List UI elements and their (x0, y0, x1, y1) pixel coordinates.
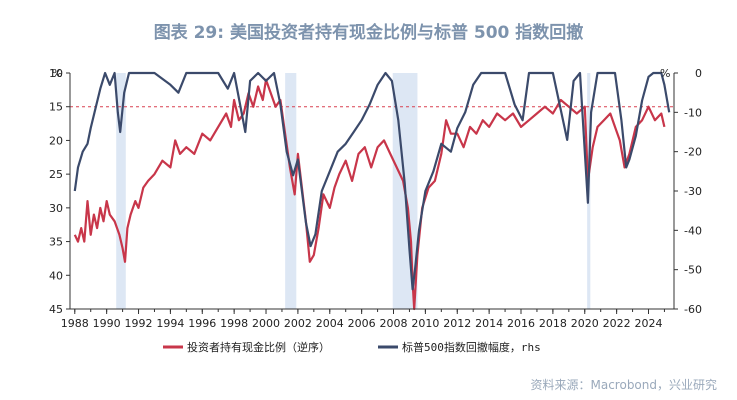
right-tick-label: -30 (684, 185, 702, 198)
left-axis-unit-label: % (52, 67, 62, 80)
right-axis-unit-label: % (660, 67, 670, 80)
series-layer (73, 71, 671, 311)
left-tick-label: 30 (49, 202, 63, 215)
left-tick-label: 45 (49, 303, 63, 316)
x-tick-label: 1988 (61, 317, 89, 330)
right-tick-label: 0 (695, 67, 702, 80)
right-tick-label: -50 (684, 264, 702, 277)
series-line-cash-ratio (73, 78, 666, 311)
x-tick-label: 2022 (603, 317, 631, 330)
x-tick-label: 1990 (93, 317, 121, 330)
right-tick-label: -20 (684, 146, 702, 159)
right-tick-label: -10 (684, 106, 702, 119)
series-line-drawdown (73, 71, 671, 291)
legend: 投资者持有现金比例（逆序） 标普500指数回撤幅度，rhs (163, 340, 541, 354)
left-tick-label: 35 (49, 236, 63, 249)
source-note: 资料来源：Macrobond，兴业研究 (530, 378, 718, 392)
left-tick-label: 15 (49, 101, 63, 114)
x-tick-label: 1992 (125, 317, 153, 330)
x-tick-label: 2008 (380, 317, 408, 330)
x-tick-label: 2016 (507, 317, 535, 330)
left-axis-ticks: 10 15 20 25 30 35 40 45 (49, 67, 70, 316)
x-tick-label: 2004 (316, 317, 344, 330)
right-tick-label: -60 (684, 303, 702, 316)
left-tick-label: 40 (49, 269, 63, 282)
x-tick-label: 1996 (188, 317, 216, 330)
recession-bands (116, 73, 591, 309)
x-tick-label: 1994 (156, 317, 184, 330)
x-tick-label: 1998 (220, 317, 248, 330)
x-tick-label: 2010 (411, 317, 439, 330)
recession-band-1 (285, 73, 297, 309)
x-tick-label: 2014 (475, 317, 503, 330)
legend-label-drawdown: 标普500指数回撤幅度，rhs (402, 340, 541, 354)
x-tick-label: 2000 (252, 317, 280, 330)
left-tick-label: 10 (49, 67, 63, 80)
chart-title: 图表 29: 美国投资者持有现金比例与标普 500 指数回撤 (153, 23, 584, 43)
x-tick-label: 2012 (443, 317, 471, 330)
recession-band-0 (116, 73, 126, 309)
legend-label-cash-ratio: 投资者持有现金比例（逆序） (187, 340, 330, 354)
x-tick-label: 2024 (635, 317, 663, 330)
x-tick-label: 2006 (348, 317, 376, 330)
right-axis-ticks: 0 -10 -20 -30 -40 -50 -60 (674, 67, 702, 316)
x-tick-label: 2020 (571, 317, 599, 330)
x-tick-label: 2002 (284, 317, 312, 330)
left-tick-label: 25 (49, 168, 63, 181)
left-tick-label: 20 (49, 134, 63, 147)
x-tick-label: 2018 (539, 317, 567, 330)
right-tick-label: -40 (684, 224, 702, 237)
x-axis-ticks: 1988 1990 1992 1994 1996 1998 2000 2002 2004 2006… (61, 309, 665, 330)
